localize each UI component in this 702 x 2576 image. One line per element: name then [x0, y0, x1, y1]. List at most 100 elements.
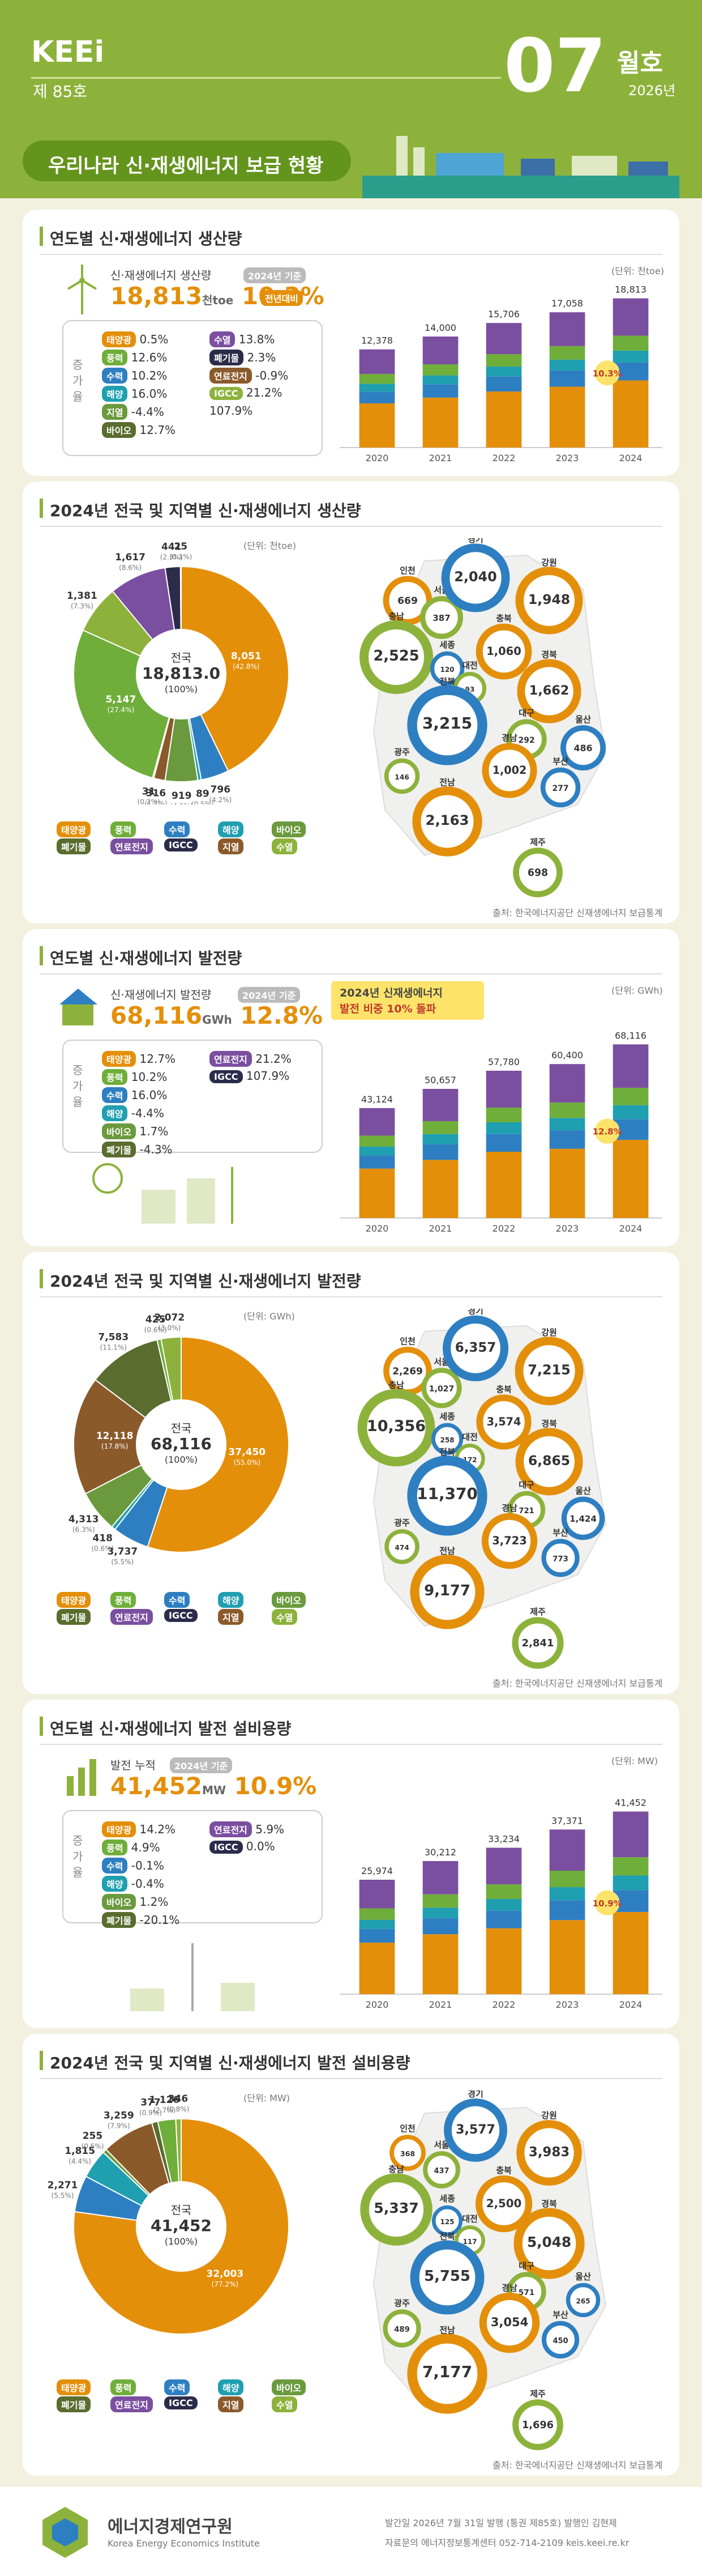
rate-label: IGCC	[209, 387, 243, 400]
title-marker	[40, 946, 43, 965]
rate-value: 13.8%	[235, 333, 275, 346]
growth: 10.9%	[234, 1772, 317, 1800]
year-label: 2026년	[628, 83, 676, 99]
region-name: 충북	[496, 2165, 512, 2175]
legend-item: 풍력	[110, 1592, 136, 1608]
bar-segment	[613, 1044, 649, 1088]
region-value: 6,865	[528, 1453, 570, 1468]
bar-segment	[613, 1140, 649, 1218]
region-name: 광주	[394, 1518, 410, 1528]
slice-pct-label: (0.6%)	[82, 2142, 104, 2150]
rate-value: -0.1%	[127, 1859, 164, 1872]
slice-value-label: 31	[142, 786, 156, 797]
bar-segment	[422, 1907, 459, 1919]
legend-item: 바이오	[272, 1592, 306, 1608]
growth-marker	[594, 1118, 620, 1144]
slice-pct-label: (17.8%)	[101, 1442, 128, 1450]
bar-segment	[422, 397, 459, 448]
badge: 2024년 기준	[238, 987, 301, 1003]
bar-value-label: 14,000	[425, 322, 456, 333]
bar-value-label: 57,780	[488, 1057, 520, 1067]
title-line	[40, 1744, 662, 1745]
region-value: 11,370	[417, 1484, 478, 1503]
panel-title: 2024년 전국 및 지역별 신·재생에너지 발전 설비용량	[50, 2054, 410, 2072]
bar-segment	[486, 1070, 522, 1108]
region-donut	[383, 2309, 421, 2348]
rate-item: 풍력 10.2%	[102, 1069, 167, 1085]
rate-item: 수열 13.8%	[209, 331, 275, 347]
bar-value-label: 25,974	[361, 1866, 393, 1876]
rate-value: -4.4%	[127, 1106, 164, 1120]
panel-generation-by-region: 2024년 전국 및 지역별 신·재생에너지 발전량 (단위: GWh) 37,…	[23, 1252, 679, 1694]
region-value: 2,525	[373, 648, 419, 665]
unit-note: (단위: GWh)	[243, 1311, 295, 1322]
slice-pct-label: (4.2%)	[209, 796, 232, 804]
region-name: 세종	[439, 1411, 455, 1421]
slice-value-label: 346	[168, 2093, 189, 2105]
title-line	[40, 2078, 662, 2079]
region-donut	[359, 620, 433, 694]
rate-label: 수력	[102, 1858, 128, 1874]
bar-value-label: 50,657	[425, 1075, 456, 1085]
pie-center	[136, 629, 226, 719]
slice-value-label: 1,815	[65, 2145, 95, 2157]
bar-segment	[549, 312, 585, 346]
pie-center-label: 18,813.0	[142, 664, 220, 683]
bar-segment	[486, 1847, 522, 1885]
legend-item: 풍력	[110, 821, 136, 837]
region-name: 부산	[553, 756, 568, 767]
unit-note: (단위: GWh)	[611, 985, 663, 996]
power-plant-illustration	[362, 136, 679, 198]
title-banner	[23, 140, 351, 181]
title-line	[40, 526, 662, 527]
region-value: 1,662	[529, 683, 570, 698]
legend-item: 해양	[218, 1592, 244, 1608]
production-pie-chart: 8,051(42.8%) 796(4.2%)89(0.5%)919(4.9%) 31…	[67, 541, 289, 804]
region-value: 265	[576, 2297, 590, 2305]
region-donut	[407, 685, 487, 765]
panel-capacity-by-year: 연도별 신·재생에너지 발전 설비용량 발전 누적 2024년 기준 41,45…	[23, 1700, 679, 2028]
pie-slice	[73, 1379, 182, 1494]
rate-label: 연료전지	[209, 368, 252, 384]
bar-segment	[613, 1088, 649, 1105]
rate-value: 16.0%	[127, 1088, 168, 1102]
rate-value: 5.9%	[251, 1823, 285, 1836]
rate-item: 풍력 12.6%	[102, 350, 167, 365]
footer: 에너지경제연구원 Korea Energy Economics Institut…	[0, 2487, 702, 2576]
growth-marker	[594, 360, 620, 386]
region-donut	[423, 2151, 460, 2188]
region-name: 충남	[388, 2164, 404, 2174]
panel-capacity-by-region: 2024년 전국 및 지역별 신·재생에너지 발전 설비용량 (단위: MW) …	[23, 2034, 679, 2476]
up-badge: 전년대비	[260, 290, 303, 306]
region-value: 721	[519, 1507, 534, 1515]
pie-center-label: 68,116	[151, 1434, 212, 1453]
region-name: 부산	[553, 1528, 568, 1538]
region-name: 경기	[468, 1309, 483, 1316]
region-name: 대전	[462, 1432, 478, 1442]
region-value: 117	[463, 2238, 477, 2246]
region-value: 1,424	[570, 1514, 597, 1524]
slice-value-label: 796	[211, 784, 231, 795]
region-value: 7,215	[528, 1362, 570, 1378]
bar-segment	[359, 391, 395, 404]
rate-label: 풍력	[102, 1840, 128, 1855]
region-name: 제주	[530, 2389, 546, 2399]
legend-item: 수열	[272, 2396, 298, 2412]
region-donut	[357, 1389, 435, 1467]
region-value: 277	[552, 784, 568, 793]
x-tick-label: 2020	[366, 453, 389, 463]
bar-value-label: 12,378	[361, 335, 393, 346]
badge: 2024년 기준	[243, 267, 306, 283]
bar-segment	[549, 1887, 585, 1901]
region-donut	[412, 786, 482, 857]
callout-line1: 2024년 신재생에너지	[340, 987, 443, 999]
region-donut	[442, 1315, 509, 1382]
slice-pct-label: (0.8%)	[167, 2105, 190, 2113]
x-tick-label: 2020	[366, 1223, 389, 1234]
rate-value: 12.6%	[127, 351, 168, 364]
slice-pct-label: (3.0%)	[158, 1324, 181, 1332]
x-tick-label: 2022	[493, 1999, 516, 2010]
region-name: 광주	[394, 2298, 410, 2309]
bar-segment	[422, 1144, 459, 1160]
